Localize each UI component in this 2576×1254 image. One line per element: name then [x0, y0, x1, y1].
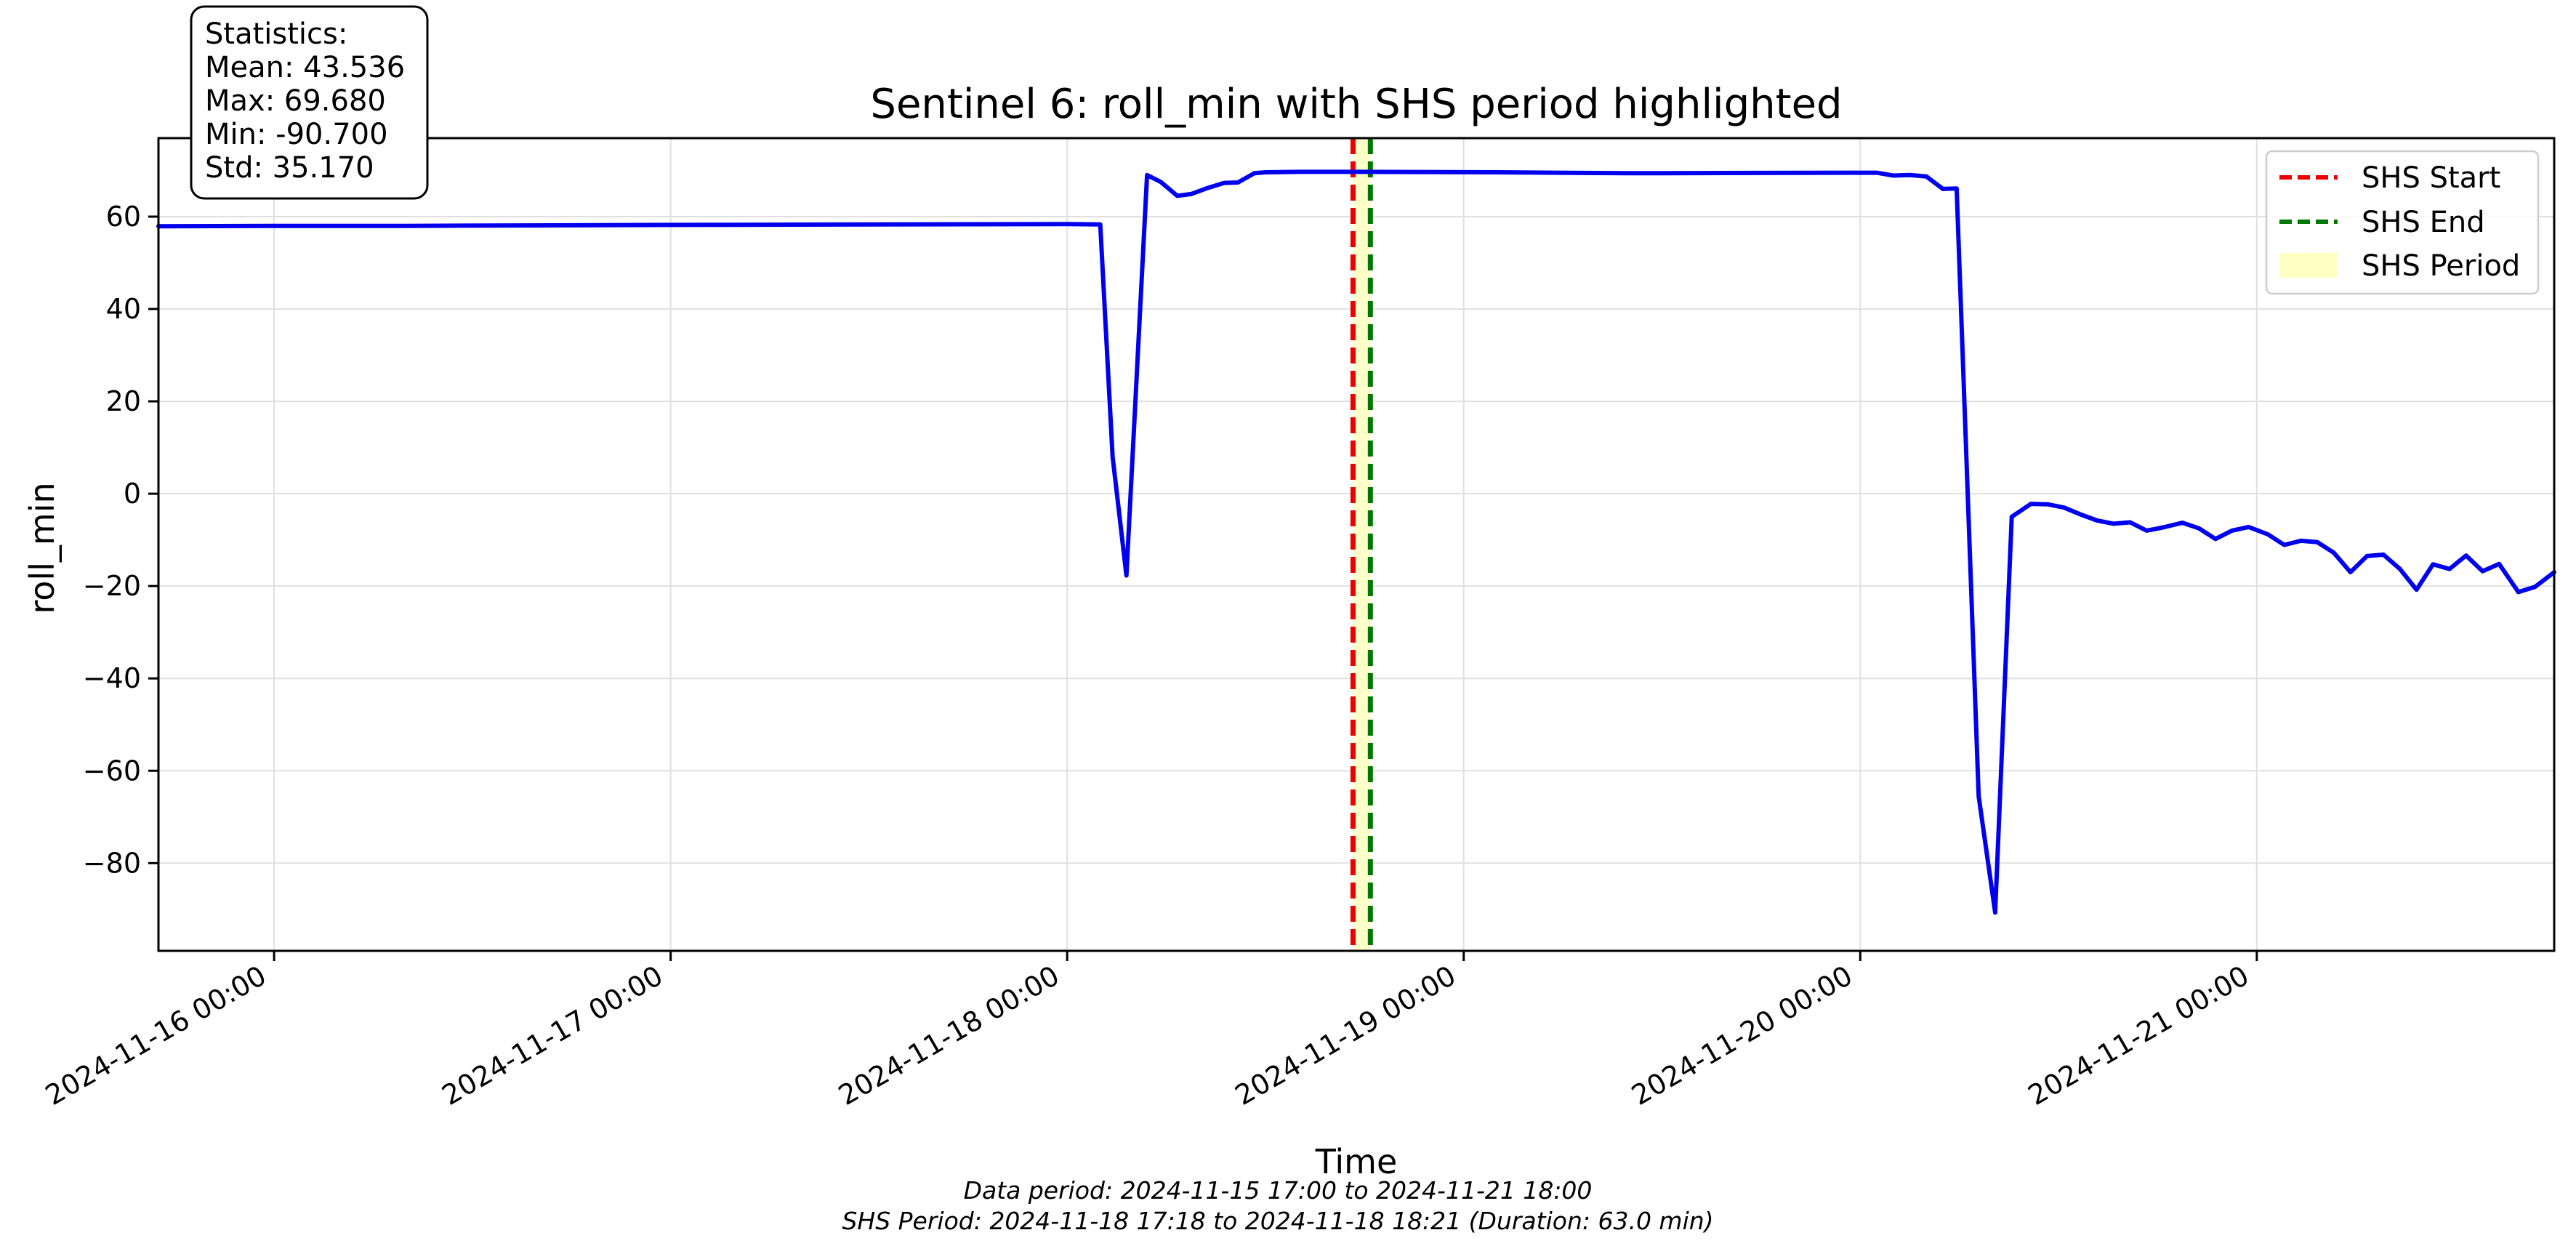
x-axis-title: Time: [1315, 1142, 1398, 1181]
legend-shs-end-label: SHS End: [2362, 206, 2485, 239]
legend-shs-period-swatch: [2279, 253, 2338, 278]
y-tick-label: −20: [83, 570, 141, 602]
statistics-min: Min: -90.700: [205, 118, 388, 151]
statistics-std: Std: 35.170: [205, 151, 374, 185]
series-line-roll-min: [156, 169, 2556, 915]
shs-period-band: [1353, 138, 1371, 951]
y-tick-label: 20: [106, 385, 141, 417]
shs-markers: [1350, 138, 1373, 951]
statistics-max: Max: 69.680: [205, 84, 386, 118]
y-tick-label: −60: [83, 755, 141, 787]
series-layer: [156, 169, 2556, 915]
y-tick-label: −80: [83, 847, 141, 879]
plot-frame: [157, 137, 2556, 952]
legend-shs-period-label: SHS Period: [2362, 249, 2520, 283]
y-tick-label: 60: [106, 201, 141, 233]
y-axis-title: roll_min: [23, 482, 62, 614]
statistics-box: Statistics: Mean: 43.536 Max: 69.680 Min…: [190, 5, 429, 200]
footnote-shs-period: SHS Period: 2024-11-18 17:18 to 2024-11-…: [842, 1207, 1713, 1235]
legend-shs-start-label: SHS Start: [2362, 161, 2500, 195]
chart-title: Sentinel 6: roll_min with SHS period hig…: [870, 81, 1842, 128]
statistics-heading: Statistics:: [205, 17, 347, 51]
y-axis-ticks: 60 40 20 0 −20 −40 −60 −80: [83, 201, 158, 879]
legend: SHS Start SHS End SHS Period: [2265, 150, 2540, 295]
y-tick-label: 40: [106, 293, 141, 325]
statistics-mean: Mean: 43.536: [205, 51, 405, 84]
y-tick-label: 0: [124, 478, 141, 510]
statistics-frame: [190, 5, 429, 200]
footnote-data-period: Data period: 2024-11-15 17:00 to 2024-11…: [964, 1176, 1593, 1205]
y-tick-label: −40: [83, 662, 141, 694]
